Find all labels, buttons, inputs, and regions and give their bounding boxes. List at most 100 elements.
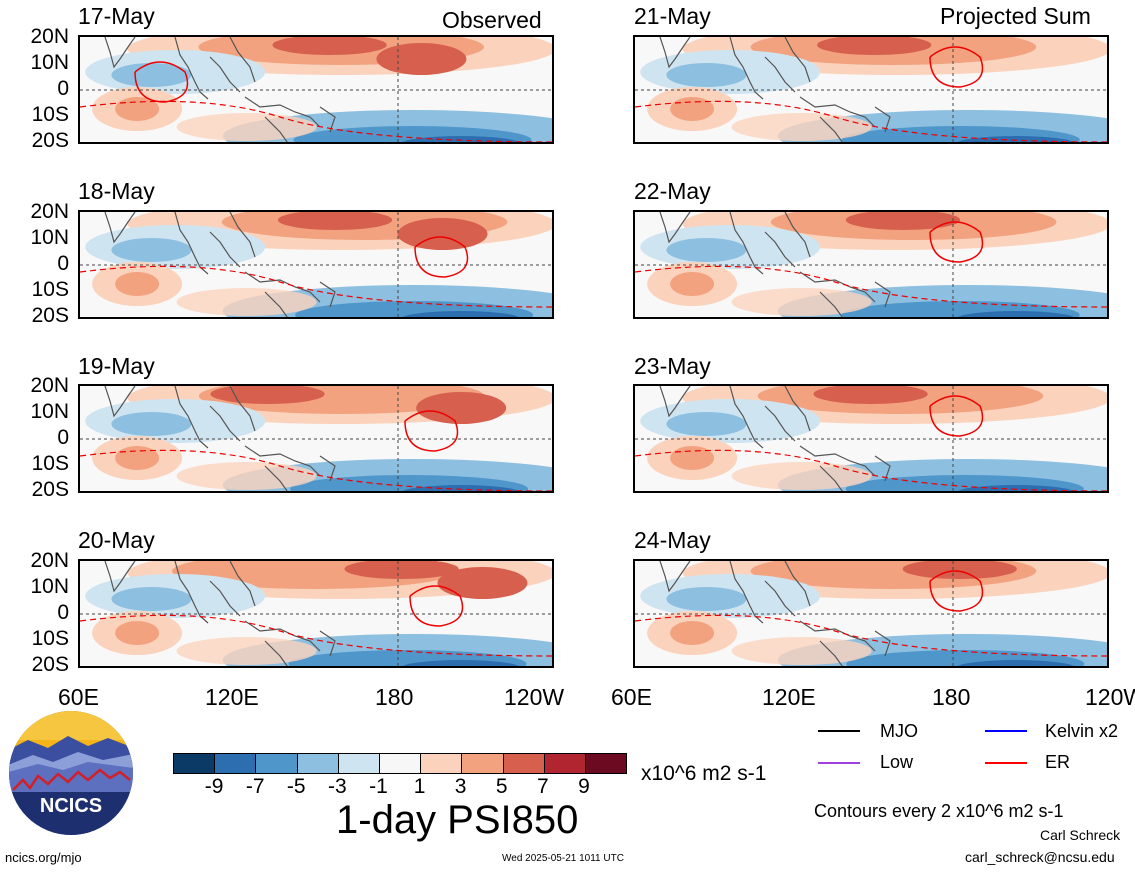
anomaly-shading — [111, 412, 192, 436]
anomaly-map-panel — [78, 559, 554, 668]
y-tick-label: 0 — [57, 426, 69, 449]
anomaly-shading — [115, 446, 160, 470]
anomaly-map-panel — [78, 35, 554, 144]
panel-date: 23-May — [634, 353, 711, 379]
y-tick-label: 10N — [30, 400, 69, 423]
anomaly-shading — [176, 113, 317, 141]
contour-note: Contours every 2 x10^6 m2 s-1 — [814, 801, 1064, 821]
er-contour-negative — [635, 614, 1107, 657]
anomaly-shading — [670, 621, 715, 645]
colorbar — [173, 753, 627, 774]
coastline — [659, 37, 891, 142]
anomaly-shading — [416, 392, 507, 424]
y-tick-label: 0 — [57, 601, 69, 624]
author-name: Carl Schreck — [1040, 827, 1121, 843]
er-contour — [134, 61, 189, 103]
colorbar-swatch — [296, 754, 338, 773]
colorbar-swatch — [502, 754, 544, 773]
y-tick-label: 10N — [30, 51, 69, 74]
anomaly-map-panel — [633, 35, 1109, 144]
legend-line-er — [985, 762, 1027, 764]
anomaly-shading — [115, 272, 160, 296]
coastline — [659, 561, 891, 666]
panel-date: 22-May — [634, 178, 711, 204]
anomaly-map-panel — [633, 210, 1109, 319]
svg-text:NCICS: NCICS — [40, 795, 102, 817]
anomaly-shading — [402, 311, 519, 317]
colorbar-tick-label: -7 — [245, 775, 265, 798]
colorbar-tick-label: 5 — [495, 775, 508, 798]
anomaly-shading — [176, 462, 317, 490]
er-contour — [929, 221, 984, 263]
anomaly-shading — [402, 660, 519, 666]
colorbar-units: x10^6 m2 s-1 — [641, 762, 767, 785]
panel-date: 24-May — [634, 527, 711, 553]
x-tick-label: 60E — [58, 684, 99, 710]
y-tick-label: 10S — [31, 278, 69, 301]
panel-date: 21-May — [634, 3, 711, 29]
chart-title: 1-day PSI850 — [336, 798, 579, 842]
anomaly-shading — [670, 97, 715, 121]
panel-date: 17-May — [78, 3, 155, 29]
er-contour-negative — [80, 265, 552, 308]
anomaly-shading — [902, 561, 1017, 579]
y-tick-label: 10S — [31, 452, 69, 475]
anomaly-shading — [176, 637, 317, 665]
y-tick-label: 10N — [30, 226, 69, 249]
footer-url: ncics.org/mjo — [5, 850, 82, 865]
colorbar-tick-label: -5 — [286, 775, 306, 798]
y-tick-label: 20S — [31, 129, 69, 152]
er-contour — [404, 410, 459, 452]
anomaly-shading — [666, 238, 747, 262]
y-tick-label: 10N — [30, 575, 69, 598]
anomaly-map-panel — [633, 384, 1109, 493]
colorbar-swatch — [420, 754, 462, 773]
colorbar-tick-label: -1 — [369, 775, 388, 798]
er-contour — [929, 570, 984, 612]
x-tick-label: 60E — [611, 684, 652, 710]
y-tick-label: 0 — [57, 77, 69, 100]
anomaly-shading — [666, 63, 747, 87]
y-tick-label: 20S — [31, 653, 69, 676]
anomaly-shading — [176, 288, 317, 316]
legend-line-mjo — [818, 730, 860, 732]
anomaly-shading — [397, 218, 488, 250]
colorbar-swatch — [337, 754, 379, 773]
observed-title: Observed — [442, 7, 542, 33]
colorbar-swatch — [255, 754, 297, 773]
er-contour — [414, 236, 469, 278]
colorbar-swatch — [174, 754, 215, 773]
x-tick-label: 120E — [205, 684, 259, 710]
coastline — [104, 561, 336, 666]
anomaly-shading — [813, 386, 928, 404]
y-tick-label: 0 — [57, 252, 69, 275]
anomaly-shading — [111, 587, 192, 611]
coastline — [659, 212, 891, 317]
y-tick-label: 20N — [30, 200, 69, 223]
anomaly-shading — [731, 288, 872, 316]
panel-date: 19-May — [78, 353, 155, 379]
y-tick-label: 20S — [31, 478, 69, 501]
x-tick-label: 180 — [375, 684, 414, 710]
author-email: carl_schreck@ncsu.edu — [965, 849, 1115, 865]
anomaly-shading — [731, 113, 872, 141]
colorbar-swatch — [543, 754, 585, 773]
anomaly-shading — [210, 386, 325, 404]
footer-timestamp: Wed 2025-05-21 1011 UTC — [502, 853, 624, 864]
anomaly-shading — [957, 660, 1074, 666]
anomaly-shading — [670, 446, 715, 470]
x-tick-label: 120W — [1085, 686, 1135, 709]
y-tick-label: 10S — [31, 103, 69, 126]
colorbar-swatch — [584, 754, 627, 773]
anomaly-map-panel — [78, 384, 554, 493]
coastline — [104, 37, 336, 142]
panel-date: 20-May — [78, 527, 155, 553]
anomaly-shading — [111, 238, 192, 262]
anomaly-shading — [731, 462, 872, 490]
anomaly-shading — [277, 212, 393, 230]
anomaly-shading — [957, 485, 1074, 491]
anomaly-map-panel — [633, 559, 1109, 668]
anomaly-shading — [666, 587, 747, 611]
er-contour-negative — [635, 265, 1107, 308]
anomaly-shading — [817, 37, 932, 55]
